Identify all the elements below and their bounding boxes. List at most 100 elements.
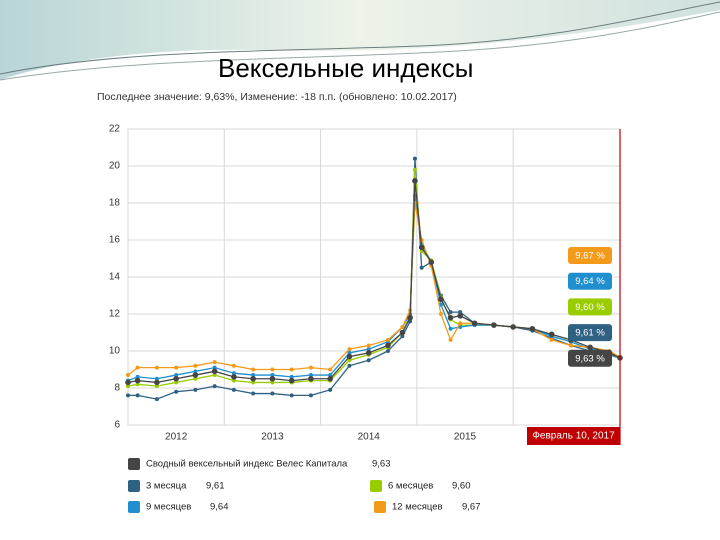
data-point xyxy=(347,350,352,355)
data-point xyxy=(548,331,555,338)
data-point xyxy=(418,244,425,251)
x-tick-label: 2014 xyxy=(358,432,381,443)
data-point xyxy=(328,387,333,392)
data-point xyxy=(399,329,406,336)
data-point xyxy=(251,391,256,396)
y-tick-label: 18 xyxy=(109,198,121,209)
data-point xyxy=(231,378,236,383)
x-tick-label: 2013 xyxy=(261,432,284,443)
data-point xyxy=(327,375,333,382)
data-point xyxy=(347,358,352,363)
data-point xyxy=(154,376,159,381)
data-point xyxy=(251,373,256,378)
data-point xyxy=(154,379,160,386)
data-point xyxy=(587,344,593,351)
legend-label: 12 месяцев xyxy=(392,502,443,513)
data-point xyxy=(251,367,256,372)
data-point xyxy=(365,350,372,356)
data-point xyxy=(385,337,390,342)
data-point xyxy=(251,380,256,385)
data-point xyxy=(154,365,159,370)
y-tick-label: 8 xyxy=(114,383,120,394)
data-point xyxy=(211,368,218,375)
y-tick-label: 20 xyxy=(109,161,121,172)
data-point xyxy=(457,313,463,319)
value-badge xyxy=(568,247,612,264)
value-badge-label: 9,63 % xyxy=(575,353,605,364)
data-point xyxy=(135,393,140,398)
data-point xyxy=(458,321,463,326)
data-point xyxy=(135,365,140,370)
data-point xyxy=(438,296,444,303)
data-point xyxy=(385,342,391,349)
header-curve xyxy=(0,1,720,75)
legend-swatch xyxy=(128,501,140,513)
legend-value: 9,60 xyxy=(452,481,471,492)
data-point xyxy=(412,156,417,161)
legend-label: Сводный вексельный индекс Велес Капитала xyxy=(146,459,348,470)
data-point xyxy=(174,389,179,394)
data-point xyxy=(212,360,217,365)
data-point xyxy=(231,363,236,368)
series-line xyxy=(127,180,621,384)
data-point xyxy=(347,363,352,368)
value-badge-label: 9,67 % xyxy=(575,251,605,262)
data-point xyxy=(549,337,554,342)
y-tick-label: 14 xyxy=(109,272,121,283)
y-tick-label: 6 xyxy=(114,420,120,431)
data-point xyxy=(125,379,131,386)
data-point xyxy=(174,373,179,378)
x-tick-label: 2012 xyxy=(165,432,188,443)
data-point xyxy=(438,312,443,316)
data-point xyxy=(193,387,198,392)
data-point xyxy=(412,178,418,184)
value-badge xyxy=(568,298,612,316)
data-point xyxy=(192,372,199,378)
value-badge xyxy=(568,324,612,342)
data-point xyxy=(270,367,275,372)
data-point xyxy=(568,343,573,348)
cursor-box xyxy=(527,427,620,445)
data-point xyxy=(289,393,294,398)
data-point xyxy=(366,347,371,352)
data-point xyxy=(174,380,179,385)
data-point xyxy=(448,326,453,331)
data-point xyxy=(250,375,256,382)
data-point xyxy=(231,387,236,392)
data-point xyxy=(154,397,159,402)
legend-value: 9,63 xyxy=(372,459,391,470)
legend-swatch xyxy=(370,480,382,492)
legend-swatch xyxy=(128,480,140,492)
data-point xyxy=(428,259,435,266)
data-point xyxy=(270,380,275,385)
data-point xyxy=(385,349,390,353)
data-point xyxy=(193,369,198,374)
data-point xyxy=(193,376,198,381)
data-point xyxy=(400,334,405,339)
value-badge xyxy=(568,272,612,290)
data-point xyxy=(458,310,463,315)
data-point xyxy=(308,375,314,382)
legend-value: 9,61 xyxy=(206,481,225,492)
data-point xyxy=(212,365,217,370)
data-point xyxy=(289,374,294,379)
value-badge-label: 9,61 % xyxy=(575,328,605,339)
data-point xyxy=(346,353,353,360)
data-point xyxy=(308,373,313,378)
header-swoosh xyxy=(0,0,720,80)
data-point xyxy=(308,365,313,370)
y-tick-label: 12 xyxy=(109,309,121,320)
data-point xyxy=(270,391,275,396)
data-point xyxy=(134,377,141,384)
data-point xyxy=(510,324,516,330)
data-point xyxy=(269,375,276,382)
value-badge xyxy=(568,349,612,367)
data-point xyxy=(412,167,417,172)
legend-value: 9,67 xyxy=(462,502,481,513)
data-point xyxy=(126,384,130,389)
data-point xyxy=(448,337,453,342)
data-point xyxy=(154,384,159,389)
data-point xyxy=(212,373,217,378)
data-point xyxy=(193,363,198,368)
data-point xyxy=(366,343,371,348)
